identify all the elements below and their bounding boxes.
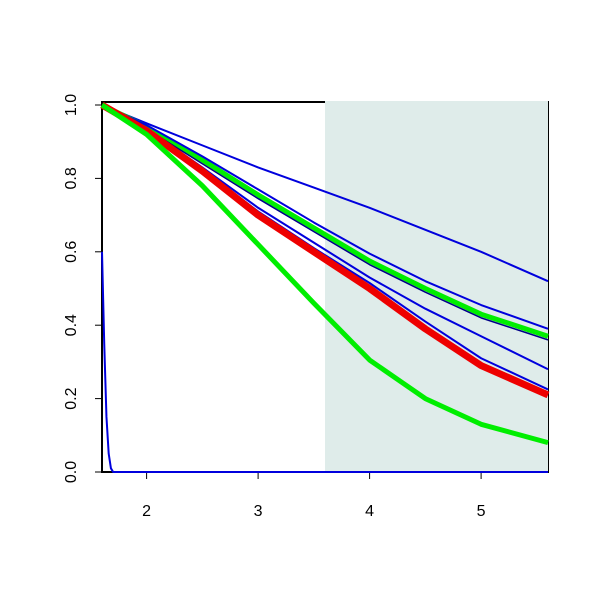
x-tick-label: 4 <box>365 503 374 520</box>
y-tick-label: 0.2 <box>63 387 80 409</box>
y-tick-label: 0.0 <box>63 461 80 483</box>
x-tick-label: 3 <box>254 503 263 520</box>
curve <box>101 104 549 330</box>
y-tick-label: 1.0 <box>63 94 80 116</box>
curve <box>100 102 549 339</box>
x-tick-label: 2 <box>142 503 151 520</box>
curve <box>101 104 549 283</box>
curve <box>100 102 549 446</box>
y-tick-label: 0.8 <box>63 167 80 189</box>
y-tick-label: 0.6 <box>63 241 80 263</box>
x-tick-label: 5 <box>477 503 486 520</box>
y-tick-label: 0.4 <box>63 314 80 336</box>
curve <box>101 251 548 473</box>
curve <box>100 101 550 399</box>
